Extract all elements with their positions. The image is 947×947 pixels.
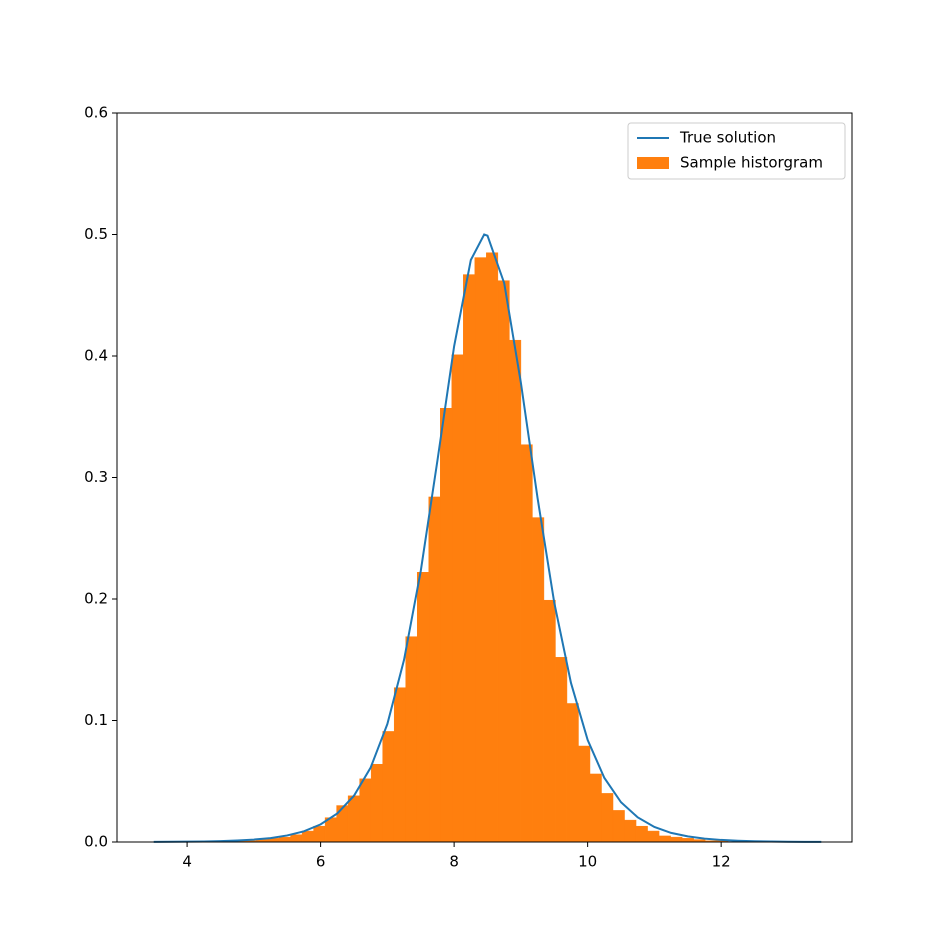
histogram-bar bbox=[440, 407, 453, 843]
legend-box bbox=[627, 122, 846, 180]
histogram-bar bbox=[301, 830, 314, 843]
histogram-bar bbox=[290, 834, 303, 843]
histogram-bar bbox=[520, 444, 533, 843]
histogram-bar bbox=[589, 773, 602, 843]
histogram-bar bbox=[532, 517, 545, 843]
histogram-bar bbox=[670, 836, 683, 843]
histogram-bar bbox=[612, 810, 625, 843]
histogram-bar bbox=[347, 795, 360, 843]
histogram-bar bbox=[313, 825, 326, 843]
legend-label: Sample historgram bbox=[680, 154, 823, 172]
histogram-bar bbox=[428, 496, 441, 843]
histogram-bar bbox=[416, 572, 430, 843]
histogram-bar bbox=[647, 830, 660, 843]
y-tick-label: 0.0 bbox=[84, 833, 108, 851]
histogram-bar bbox=[382, 731, 395, 843]
x-tick-label: 12 bbox=[712, 853, 731, 871]
histogram-bar bbox=[624, 819, 637, 843]
y-tick-label: 0.5 bbox=[84, 225, 108, 243]
histogram-bar bbox=[451, 354, 464, 843]
histogram-bar bbox=[474, 257, 487, 843]
histogram-bar bbox=[359, 778, 372, 843]
x-tick-label: 6 bbox=[316, 853, 326, 871]
histogram-bar bbox=[543, 599, 556, 843]
y-tick-label: 0.3 bbox=[84, 468, 108, 486]
y-tick-label: 0.1 bbox=[84, 711, 108, 729]
legend-swatch bbox=[637, 157, 669, 169]
histogram-bar bbox=[497, 280, 510, 843]
histogram-bar bbox=[370, 763, 383, 843]
x-tick-label: 4 bbox=[182, 853, 192, 871]
histogram-bar bbox=[566, 703, 579, 843]
histogram-bar bbox=[555, 657, 568, 843]
histogram-bar bbox=[601, 793, 614, 843]
histogram-bar bbox=[578, 745, 591, 843]
y-tick-label: 0.6 bbox=[84, 104, 108, 122]
x-tick-label: 8 bbox=[449, 853, 459, 871]
line bbox=[153, 233, 822, 843]
histogram-bar bbox=[405, 636, 418, 843]
histogram-bar bbox=[463, 274, 476, 843]
legend-label: True solution bbox=[679, 129, 776, 147]
histogram-bar bbox=[393, 687, 406, 843]
y-tick-label: 0.4 bbox=[84, 347, 108, 365]
histogram-bar bbox=[278, 836, 291, 843]
y-tick-label: 0.2 bbox=[84, 590, 108, 608]
histogram-bar bbox=[635, 825, 648, 843]
histogram-bar bbox=[681, 838, 694, 843]
histogram-bar bbox=[509, 339, 522, 843]
histogram-bar bbox=[486, 252, 499, 843]
x-tick-label: 10 bbox=[578, 853, 597, 871]
histogram-bar bbox=[658, 835, 671, 843]
